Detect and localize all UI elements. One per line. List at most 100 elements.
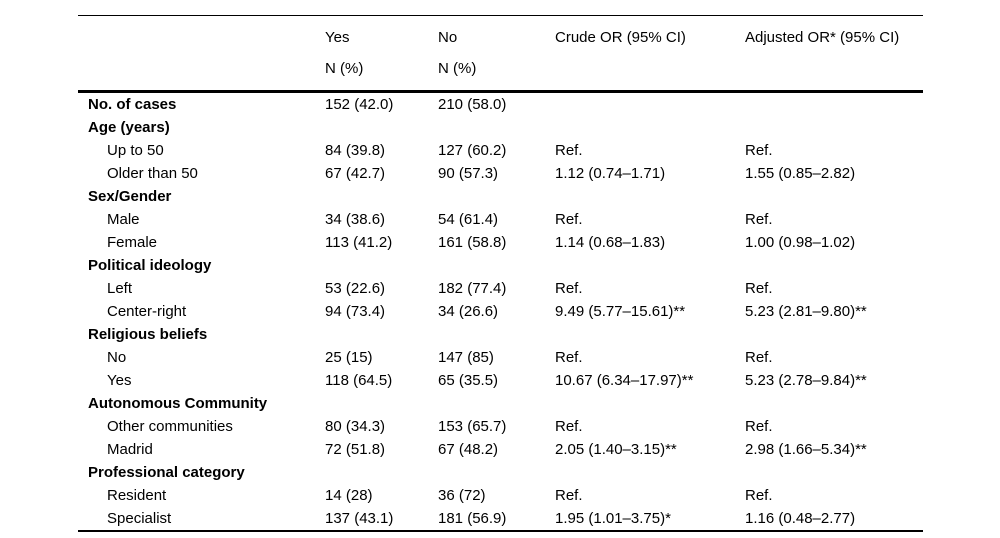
adjusted-or-cell (745, 392, 923, 415)
header-crude-or: Crude OR (95% CI) (555, 15, 745, 53)
adjusted-or-cell: Ref. (745, 418, 773, 435)
table-header: Yes No Crude OR (95% CI) Adjusted OR* (9… (78, 15, 923, 93)
no-cell: 54 (61.4) (438, 211, 499, 228)
crude-or-cell: 1.12 (0.74–1.71) (555, 165, 666, 182)
yes-cell: 72 (51.8) (325, 441, 386, 458)
no-cell: 181 (56.9) (438, 507, 555, 532)
yes-cell: 25 (15) (325, 349, 373, 366)
yes-cell: 14 (28) (325, 487, 373, 504)
table-row: Male 34 (38.6) 54 (61.4) Ref. Ref. (78, 208, 923, 231)
subheader-adjusted-empty (745, 53, 923, 93)
crude-or-cell (555, 92, 745, 117)
adjusted-or-cell: Ref. (745, 211, 773, 228)
section-row: Religious beliefs (78, 323, 923, 346)
no-cell: 36 (72) (438, 487, 486, 504)
no-cell: 90 (57.3) (438, 165, 499, 182)
no-cell (438, 392, 555, 415)
crude-or-cell: Ref. (555, 418, 583, 435)
adjusted-or-cell (745, 116, 923, 139)
row-label: Yes (107, 372, 132, 389)
no-cell (438, 254, 555, 277)
row-label: Sex/Gender (88, 188, 172, 205)
table-row: Female 113 (41.2) 161 (58.8) 1.14 (0.68–1.8… (78, 231, 923, 254)
no-cell: 34 (26.6) (438, 303, 499, 320)
adjusted-or-cell: Ref. (745, 142, 773, 159)
table-row: No 25 (15) 147 (85) Ref. Ref. (78, 346, 923, 369)
row-label: Autonomous Community (88, 395, 268, 412)
table-row: Yes 118 (64.5) 65 (35.5) 10.67 (6.34–17.97)… (78, 369, 923, 392)
section-row: Autonomous Community (78, 392, 923, 415)
crude-or-cell (555, 323, 745, 346)
crude-or-cell: Ref. (555, 280, 583, 297)
yes-cell: 113 (41.2) (325, 234, 393, 251)
table-body: No. of cases 152 (42.0) 210 (58.0) Age (yea… (78, 92, 923, 532)
yes-cell: 34 (38.6) (325, 211, 386, 228)
subheader-crude-empty (555, 53, 745, 93)
table-row: Center-right 94 (73.4) 34 (26.6) 9.49 (5.77… (78, 300, 923, 323)
yes-cell (325, 254, 438, 277)
no-cell (438, 185, 555, 208)
crude-or-cell (555, 116, 745, 139)
adjusted-or-cell: 5.23 (2.78–9.84)** (745, 372, 867, 389)
crude-or-cell: 1.14 (0.68–1.83) (555, 234, 666, 251)
header-empty (78, 15, 325, 53)
crude-or-cell: 9.49 (5.77–15.61)** (555, 303, 686, 320)
yes-cell (325, 185, 438, 208)
yes-cell: 137 (43.1) (325, 507, 438, 532)
row-label: Left (107, 280, 133, 297)
table-row: Madrid 72 (51.8) 67 (48.2) 2.05 (1.40–3.15)… (78, 438, 923, 461)
no-cell (438, 323, 555, 346)
table-row: Resident 14 (28) 36 (72) Ref. Ref. (78, 484, 923, 507)
row-label: Older than 50 (107, 165, 198, 182)
no-cell: 182 (77.4) (438, 280, 507, 297)
subheader-empty (78, 53, 325, 93)
crude-or-cell (555, 392, 745, 415)
adjusted-or-cell (745, 185, 923, 208)
section-row: Political ideology (78, 254, 923, 277)
yes-cell: 152 (42.0) (325, 96, 394, 113)
yes-cell (325, 323, 438, 346)
crude-or-cell: Ref. (555, 487, 583, 504)
no-cell: 210 (58.0) (438, 96, 507, 113)
odds-ratio-table: Yes No Crude OR (95% CI) Adjusted OR* (9… (78, 15, 923, 532)
crude-or-cell (555, 185, 745, 208)
table-row: No. of cases 152 (42.0) 210 (58.0) (78, 92, 923, 117)
crude-or-cell: Ref. (555, 211, 583, 228)
crude-or-cell (555, 461, 745, 484)
yes-cell (325, 116, 438, 139)
row-label: No (107, 349, 127, 366)
no-cell (438, 116, 555, 139)
row-label: Other communities (107, 418, 233, 435)
yes-cell: 84 (39.8) (325, 142, 386, 159)
row-label: Male (107, 211, 140, 228)
table-row: Left 53 (22.6) 182 (77.4) Ref. Ref. (78, 277, 923, 300)
no-cell: 147 (85) (438, 349, 494, 366)
crude-or-cell: 1.95 (1.01–3.75)* (555, 507, 745, 532)
adjusted-or-cell: 5.23 (2.81–9.80)** (745, 303, 867, 320)
yes-cell: 118 (64.5) (325, 372, 393, 389)
row-label: Specialist (78, 507, 325, 532)
subheader-yes-n-pct: N (%) (325, 53, 438, 93)
yes-cell: 53 (22.6) (325, 280, 386, 297)
adjusted-or-cell (745, 461, 923, 484)
row-label: Professional category (88, 464, 245, 481)
yes-cell (325, 392, 438, 415)
row-label: Female (107, 234, 158, 251)
no-cell: 153 (65.7) (438, 418, 507, 435)
header-row-sublabels: N (%) N (%) (78, 53, 923, 93)
row-label: Up to 50 (107, 142, 164, 159)
adjusted-or-cell: Ref. (745, 349, 773, 366)
table-row: Other communities 80 (34.3) 153 (65.7) Ref.… (78, 415, 923, 438)
adjusted-or-cell: 1.00 (0.98–1.02) (745, 234, 856, 251)
adjusted-or-cell: 1.55 (0.85–2.82) (745, 165, 856, 182)
row-label: Religious beliefs (88, 326, 208, 343)
no-cell: 67 (48.2) (438, 441, 499, 458)
section-row: Sex/Gender (78, 185, 923, 208)
section-row: Professional category (78, 461, 923, 484)
no-cell: 161 (58.8) (438, 234, 507, 251)
row-label: Age (years) (88, 119, 170, 136)
yes-cell (325, 461, 438, 484)
header-yes: Yes (325, 15, 438, 53)
no-cell: 65 (35.5) (438, 372, 499, 389)
